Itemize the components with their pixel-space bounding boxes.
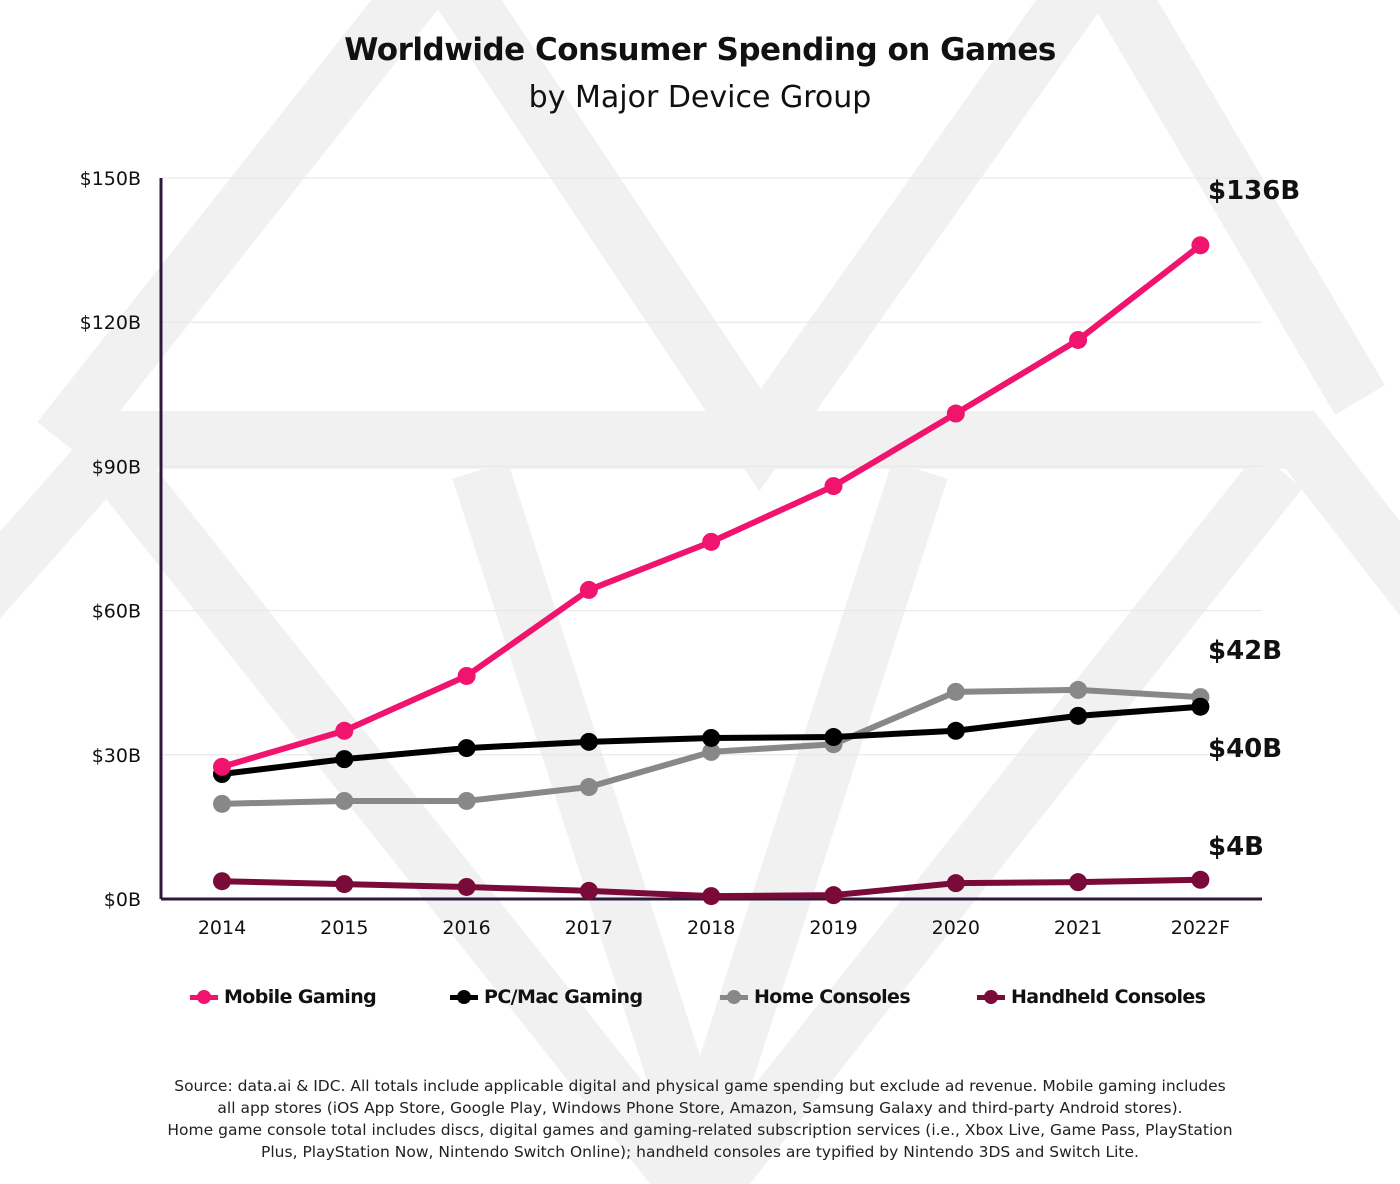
legend-label: Handheld Consoles — [1011, 986, 1206, 1008]
data-point-home — [457, 791, 476, 810]
source-line: all app stores (iOS App Store, Google Pl… — [217, 1099, 1183, 1117]
legend-swatch-pc-icon — [450, 990, 478, 1004]
legend-label: Home Consoles — [754, 986, 911, 1008]
series-handheld — [213, 870, 1210, 906]
x-tick-label: 2017 — [565, 917, 613, 939]
x-tick-label: 2021 — [1054, 917, 1102, 939]
x-tick-label: 2018 — [687, 917, 735, 939]
end-label-home: $42B — [1208, 636, 1282, 666]
y-tick-label: $90B — [92, 456, 141, 478]
data-point-pc — [946, 721, 965, 740]
legend: Mobile Gaming PC/Mac Gaming Home Console… — [0, 980, 1400, 1014]
data-point-handheld — [457, 877, 476, 896]
data-point-home — [335, 791, 354, 810]
y-axis-ticks: $0B $30B $60B $90B $120B $150B — [80, 168, 141, 911]
data-point-handheld — [702, 887, 721, 906]
data-point-pc — [457, 739, 476, 758]
data-point-handheld — [1069, 873, 1088, 892]
legend-item-pc[interactable]: PC/Mac Gaming — [450, 980, 643, 1014]
data-point-mobile — [457, 666, 476, 685]
end-labels: $136B $40B $42B $4B — [1208, 176, 1300, 862]
source-line: Plus, PlayStation Now, Nintendo Switch O… — [261, 1143, 1139, 1161]
data-point-mobile — [702, 532, 721, 551]
data-point-handheld — [1191, 870, 1210, 889]
data-point-pc — [1191, 697, 1210, 716]
data-point-home — [1069, 680, 1088, 699]
series-group — [213, 236, 1210, 906]
data-point-pc — [824, 728, 843, 747]
series-home — [213, 680, 1210, 813]
data-point-pc — [335, 750, 354, 769]
legend-item-home[interactable]: Home Consoles — [720, 980, 911, 1014]
legend-swatch-handheld-icon — [977, 990, 1005, 1004]
data-point-mobile — [335, 721, 354, 740]
data-point-pc — [1069, 706, 1088, 725]
x-tick-label: 2022F — [1171, 917, 1230, 939]
data-point-handheld — [335, 875, 354, 894]
data-point-home — [946, 682, 965, 701]
data-point-handheld — [579, 881, 598, 900]
x-tick-label: 2019 — [809, 917, 857, 939]
data-point-pc — [702, 728, 721, 747]
end-label-mobile: $136B — [1208, 176, 1300, 206]
data-point-home — [702, 742, 721, 761]
x-tick-label: 2020 — [932, 917, 980, 939]
x-tick-label: 2016 — [442, 917, 490, 939]
source-line: Source: data.ai & IDC. All totals includ… — [174, 1077, 1226, 1095]
end-label-pc: $40B — [1208, 734, 1282, 764]
data-point-handheld — [824, 886, 843, 905]
y-tick-label: $150B — [80, 168, 141, 190]
y-tick-label: $120B — [80, 312, 141, 334]
chart-title: Worldwide Consumer Spending on Games — [344, 32, 1056, 68]
data-point-handheld — [213, 872, 231, 891]
gridlines — [161, 177, 1262, 756]
legend-label: PC/Mac Gaming — [484, 986, 643, 1008]
legend-label: Mobile Gaming — [224, 986, 377, 1008]
data-point-mobile — [1191, 236, 1210, 255]
legend-swatch-mobile-icon — [190, 990, 218, 1004]
data-point-handheld — [946, 874, 965, 893]
series-pc — [213, 697, 1210, 784]
data-point-mobile — [946, 404, 965, 423]
legend-item-handheld[interactable]: Handheld Consoles — [977, 980, 1206, 1014]
source-note: Source: data.ai & IDC. All totals includ… — [130, 1075, 1270, 1163]
data-point-home — [579, 778, 598, 797]
x-axis-ticks: 2014 2015 2016 2017 2018 2019 2020 2021 2022F — [198, 917, 1230, 939]
data-point-pc — [579, 732, 598, 751]
data-point-mobile — [213, 757, 231, 776]
data-point-home — [213, 794, 231, 813]
y-tick-label: $60B — [92, 601, 141, 623]
x-tick-label: 2015 — [320, 917, 368, 939]
data-point-mobile — [1069, 330, 1088, 349]
x-tick-label: 2014 — [198, 917, 246, 939]
y-tick-label: $0B — [104, 889, 141, 911]
chart-subtitle: by Major Device Group — [528, 80, 872, 115]
data-point-mobile — [824, 477, 843, 496]
source-line: Home game console total includes discs, … — [167, 1121, 1233, 1139]
end-label-handheld: $4B — [1208, 832, 1264, 862]
y-tick-label: $30B — [92, 745, 141, 767]
legend-item-mobile[interactable]: Mobile Gaming — [190, 980, 377, 1014]
legend-swatch-home-icon — [720, 990, 748, 1004]
data-point-mobile — [579, 580, 598, 599]
series-mobile — [213, 236, 1210, 776]
